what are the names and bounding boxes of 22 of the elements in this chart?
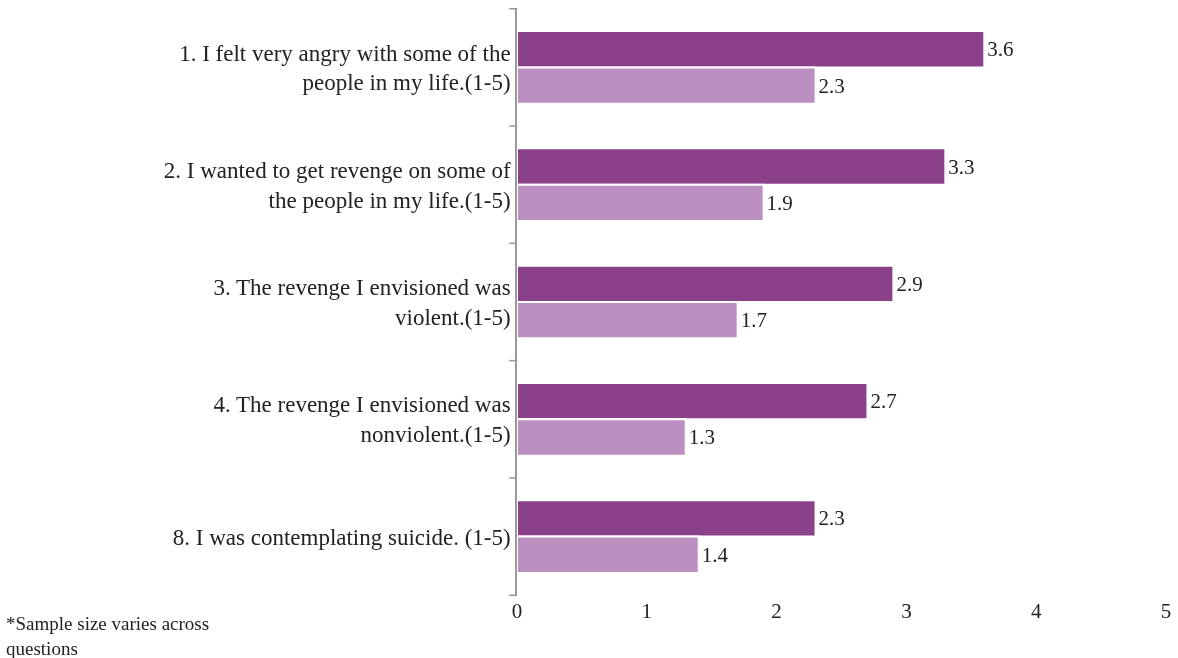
data-label: 2.9 bbox=[896, 271, 923, 296]
y-tick-label: 8. I was contemplating suicide. (1-5) bbox=[172, 524, 511, 550]
data-label: 1.4 bbox=[701, 542, 729, 567]
data-label: 2.3 bbox=[818, 73, 845, 98]
x-tick-label: 5 bbox=[1160, 599, 1172, 623]
data-label: 2.7 bbox=[870, 389, 897, 414]
text: *Sample size varies across questions bbox=[6, 613, 210, 658]
data-label: 3.3 bbox=[948, 154, 975, 179]
x-tick-label: 2 bbox=[771, 599, 782, 623]
data-label: 1.3 bbox=[688, 425, 715, 450]
y-tick-label: 1. I felt very angry with some of the people in my life.(1-5) bbox=[179, 40, 511, 96]
x-tick-label: 0 bbox=[511, 599, 523, 623]
x-tick-label: 4 bbox=[1030, 599, 1042, 623]
y-tick-label: 4. The revenge I envisioned was nonviolent.(1-5) bbox=[213, 392, 511, 448]
y-tick-label: 3. The revenge I envisioned was violent.(1-5) bbox=[213, 275, 511, 330]
data-label: 1.7 bbox=[740, 308, 767, 333]
data-label: 1.9 bbox=[766, 190, 793, 215]
data-label: 3.6 bbox=[987, 37, 1014, 62]
data-label: 2.3 bbox=[818, 506, 845, 531]
y-tick-label: 2. I wanted to get revenge on some of the people in my life.(1-5) bbox=[163, 157, 511, 213]
x-tick-label: 1 bbox=[641, 599, 653, 623]
x-tick-label: 3 bbox=[901, 599, 912, 623]
